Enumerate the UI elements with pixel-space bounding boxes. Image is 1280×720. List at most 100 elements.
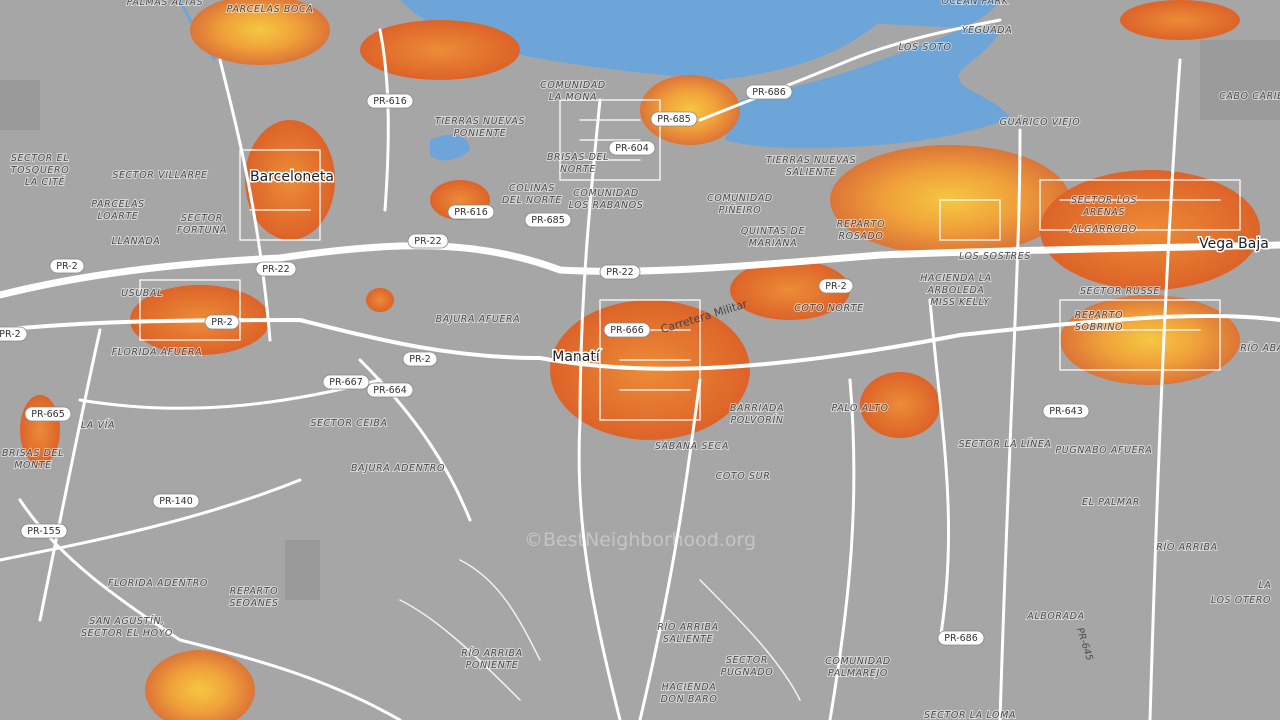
road-shield-box [603,322,651,338]
place-label-line: ALGARROBO [1070,224,1137,235]
place-label-line: BAJURA ADENTRO [351,463,445,474]
place-label: SECTOR VILLARPE [112,170,207,181]
road-shield-box [49,258,85,274]
place-label: QUINTAS DE MARIANA [741,226,805,249]
road-shield-box [204,314,240,330]
place-label-line: TOSQUERO [11,165,70,176]
road-shield-box [818,278,854,294]
road-shield-box [447,204,495,220]
place-label: TIERRAS NUEVAS PONIENTE [435,116,525,139]
place-label-line: RÍO ABA [1240,342,1280,354]
place-label: TIERRAS NUEVAS SALIENTE [766,155,856,178]
place-label: COMUNIDAD PALMAREJO [825,656,891,679]
place-label: ALGARROBO [1070,224,1137,235]
place-label-line: CABO CARIBE [1219,91,1280,102]
place-label: PALMAS ALTAS [127,0,204,8]
road-shield: PR-2 [402,351,438,367]
place-label: LOS SOSTRES [959,251,1031,262]
road-shield-label: PR-22 [262,264,289,275]
place-label-line: PUGNABO AFUERA [1055,445,1152,456]
place-label-line: LA CITÉ [25,176,65,188]
road-shield: PR-664 [366,382,414,398]
place-label-line: NORTE [560,164,596,175]
place-label: SAN AGUSTÍN, SECTOR EL HOYO [81,615,173,639]
place-label-line: ALBORADA [1026,611,1085,622]
place-label: COLINAS DEL NORTE [502,183,562,206]
place-label: SECTOR EL TOSQUERO [11,153,70,176]
place-label: YEGUADA [962,25,1013,36]
place-label-line: PARCELAS BOCA [227,4,314,15]
place-label: BAJURA ADENTRO [351,463,445,474]
place-label-line: MARIANA [749,238,797,249]
place-label-line: SALIENTE [786,167,836,178]
place-label-line: SECTOR CEIBA [310,418,387,429]
place-label-line: LLANADA [112,236,161,247]
place-label: LLANADA [112,236,161,247]
road-shield-label: PR-686 [944,633,978,644]
road-shield-label: PR-604 [615,143,649,154]
place-label: COMUNIDAD PIÑEIRO [707,193,773,216]
road-shield: PR-2 [818,278,854,294]
place-label-line: LOS SOTO [898,42,951,53]
place-label: COTO SUR [716,471,771,482]
place-label: SECTOR PUGNADO [721,655,774,678]
place-label: LOS OTERO [1211,595,1271,606]
road-shield-label: PR-22 [606,267,633,278]
place-label-line: SECTOR LA LOMA [924,710,1016,720]
place-label-line: DEL NORTE [502,195,562,206]
roads [0,18,1280,720]
place-label: REPARTO SEOANES [229,586,278,609]
road-shield: PR-685 [524,212,572,228]
road-shield: PR-666 [603,322,651,338]
road-shield: PR-686 [745,84,793,100]
place-label-line: RÍO ARRIBA [657,621,718,633]
city-label: Vega Baja [1199,236,1269,252]
road-shield-box [322,374,370,390]
place-label-line: SECTOR EL HOYO [81,628,173,639]
place-label-line: TIERRAS NUEVAS [435,116,525,127]
place-label-line: REPARTO [837,219,885,230]
place-label-line: PIÑEIRO [719,205,762,216]
place-label-line: EL PALMAR [1082,497,1140,508]
road-shield-label: PR-686 [752,87,786,98]
road-shield-box [608,140,656,156]
city-label: Manatí [552,349,601,365]
road-shield-label: PR-685 [531,215,565,226]
road-shield-label: PR-667 [329,377,363,388]
watermark: ©BestNeighborhood.org [524,529,756,551]
road-shield: PR-22 [407,233,449,249]
place-label: ALBORADA [1026,611,1085,622]
place-label: SECTOR CEIBA [310,418,387,429]
place-label-line: SECTOR [726,655,768,666]
place-label: SECTOR RUSSE [1080,286,1160,297]
place-label: LOS SOTO [898,42,951,53]
road-shield-label: PR-155 [27,526,61,537]
road-shield-box [524,212,572,228]
place-label: HACIENDA DON BARO [661,682,718,705]
place-label-line: PARCELAS [91,199,145,210]
road-shield-box [255,261,297,277]
road-shield: PR-686 [937,630,985,646]
place-label-line: COMUNIDAD [825,656,891,667]
place-label-line: ARBOLEDA [926,285,984,296]
place-label-line: SOBRINO [1075,322,1123,333]
place-label: EL PALMAR [1082,497,1140,508]
road-shield-label: PR-2 [825,281,846,292]
place-label: LA VÍA [81,419,115,431]
place-label: REPARTO ROSADO [837,219,885,242]
road-shield: PR-604 [608,140,656,156]
place-label-line: COLINAS [509,183,555,194]
place-label-line: FORTUNA [177,225,227,236]
road-shield: PR-665 [24,406,72,422]
road-shield-label: PR-2 [409,354,430,365]
road-shield: PR-685 [650,111,698,127]
place-label-line: LA [1259,580,1272,591]
place-label-line: LA MONA [549,92,597,103]
place-label-line: OCEAN PARK [941,0,1008,7]
road-shield-box [402,351,438,367]
place-label-line: SAN AGUSTÍN, [89,615,164,627]
road-shield: PR-140 [152,493,200,509]
road-shield-box [366,382,414,398]
place-label-line: TIERRAS NUEVAS [766,155,856,166]
place-label-line: PALMAS ALTAS [127,0,204,8]
